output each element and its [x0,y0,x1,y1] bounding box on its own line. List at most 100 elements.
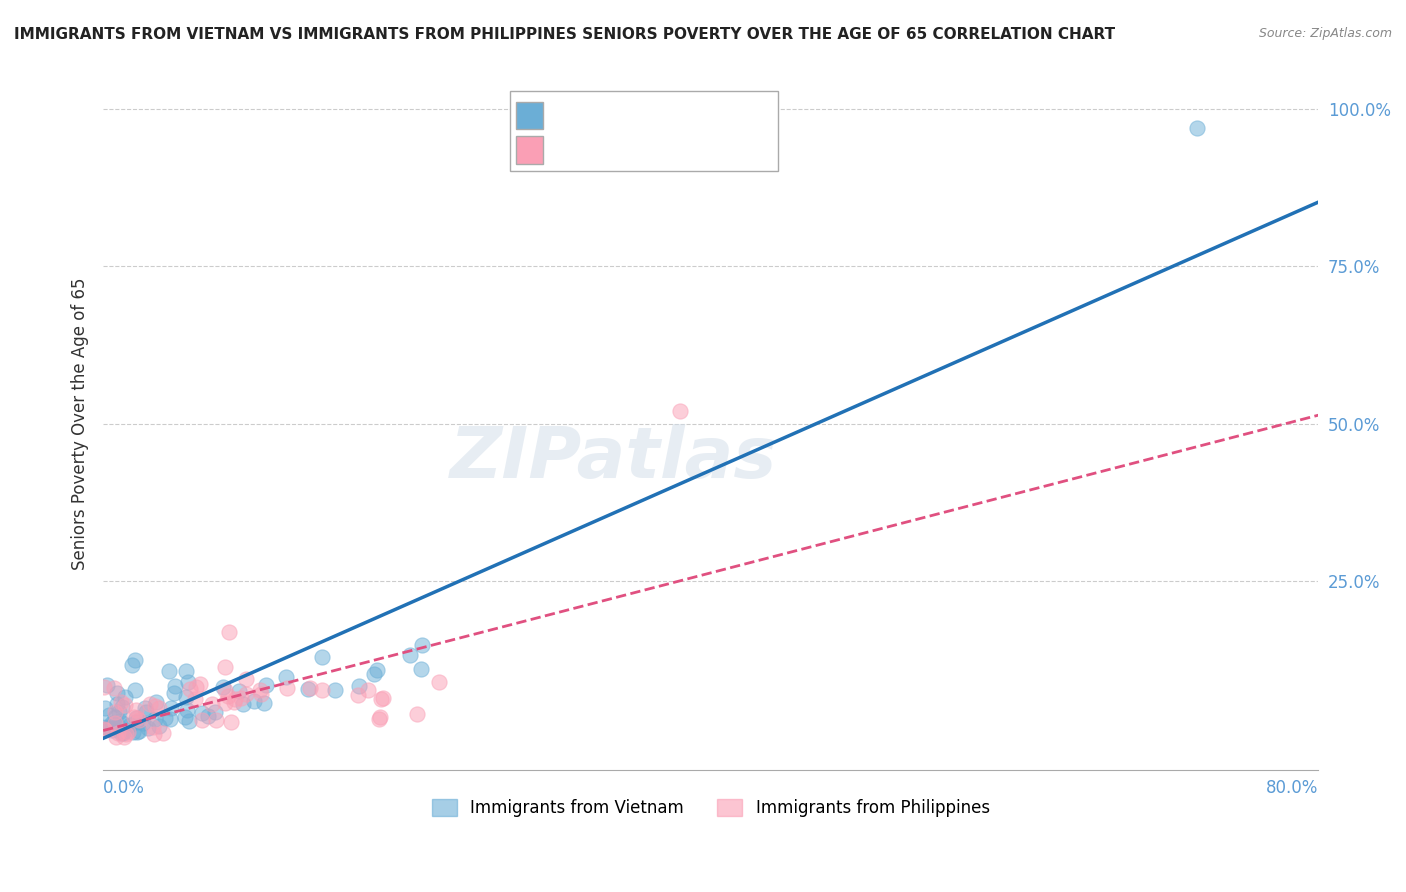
Immigrants from Vietnam [253,696,276,710]
Immigrants from Vietnam [132,715,155,730]
Immigrants from Philippines [142,727,165,741]
Text: R = 0.315   N = 55: R = 0.315 N = 55 [555,141,713,159]
Immigrants from Philippines [229,691,252,706]
Immigrants from Philippines [179,682,201,697]
Immigrants from Philippines [148,701,170,715]
Immigrants from Vietnam [176,702,198,716]
Immigrants from Philippines [143,699,166,714]
Immigrants from Vietnam [228,683,250,698]
Immigrants from Vietnam [254,678,277,692]
Text: ZIPatlas: ZIPatlas [450,424,778,493]
Immigrants from Vietnam [197,709,219,723]
Immigrants from Vietnam [136,722,159,736]
Immigrants from Philippines [104,715,127,730]
Immigrants from Philippines [128,713,150,727]
Immigrants from Vietnam [124,683,146,698]
Text: IMMIGRANTS FROM VIETNAM VS IMMIGRANTS FROM PHILIPPINES SENIORS POVERTY OVER THE : IMMIGRANTS FROM VIETNAM VS IMMIGRANTS FR… [14,27,1115,42]
Immigrants from Vietnam [191,706,214,720]
Immigrants from Vietnam [112,725,135,739]
Immigrants from Vietnam [174,664,197,678]
FancyBboxPatch shape [516,136,543,164]
Immigrants from Philippines [125,703,148,717]
Immigrants from Vietnam [98,708,121,723]
Y-axis label: Seniors Poverty Over the Age of 65: Seniors Poverty Over the Age of 65 [72,277,89,570]
Immigrants from Philippines [311,683,333,698]
Immigrants from Philippines [205,713,228,727]
Immigrants from Vietnam [122,725,145,739]
Legend: Immigrants from Vietnam, Immigrants from Philippines: Immigrants from Vietnam, Immigrants from… [425,792,997,824]
Immigrants from Vietnam [1185,120,1208,135]
Immigrants from Philippines [373,690,395,705]
Immigrants from Vietnam [325,683,347,698]
Immigrants from Philippines [224,691,246,706]
Immigrants from Vietnam [347,679,370,693]
Immigrants from Philippines [190,713,212,727]
Immigrants from Philippines [669,404,692,418]
Immigrants from Philippines [93,680,115,694]
Immigrants from Vietnam [96,678,118,692]
Immigrants from Philippines [114,698,136,712]
Immigrants from Vietnam [160,701,183,715]
Immigrants from Philippines [107,725,129,739]
Immigrants from Philippines [103,681,125,696]
Immigrants from Vietnam [366,663,388,677]
Immigrants from Philippines [115,726,138,740]
Immigrants from Philippines [276,681,298,696]
Immigrants from Philippines [298,681,321,695]
Immigrants from Philippines [201,697,224,711]
FancyBboxPatch shape [516,102,543,129]
Immigrants from Philippines [110,695,132,709]
Immigrants from Vietnam [124,653,146,667]
Immigrants from Philippines [214,683,236,698]
Immigrants from Vietnam [232,697,254,711]
Immigrants from Vietnam [110,726,132,740]
Immigrants from Philippines [221,714,243,729]
Immigrants from Philippines [235,672,257,686]
Immigrants from Philippines [249,683,271,698]
Immigrants from Vietnam [111,716,134,731]
Immigrants from Vietnam [174,710,197,724]
Immigrants from Vietnam [114,690,136,704]
Immigrants from Philippines [427,675,450,690]
Immigrants from Vietnam [399,648,422,663]
Immigrants from Vietnam [145,695,167,709]
Immigrants from Philippines [406,706,429,721]
Immigrants from Philippines [93,723,115,737]
Immigrants from Philippines [235,687,257,701]
FancyBboxPatch shape [510,91,778,171]
Immigrants from Philippines [214,696,236,710]
Immigrants from Vietnam [135,705,157,719]
Immigrants from Vietnam [105,698,128,712]
Text: 0.0%: 0.0% [103,780,145,797]
Immigrants from Vietnam [411,662,433,676]
Immigrants from Philippines [357,682,380,697]
Immigrants from Vietnam [148,719,170,733]
Immigrants from Vietnam [163,686,186,700]
Immigrants from Vietnam [242,694,264,708]
Immigrants from Vietnam [127,725,149,739]
Immigrants from Philippines [125,711,148,725]
Immigrants from Vietnam [297,681,319,696]
Immigrants from Philippines [139,698,162,712]
Immigrants from Philippines [188,677,211,691]
Immigrants from Vietnam [100,723,122,737]
Immigrants from Vietnam [176,690,198,705]
Immigrants from Vietnam [159,713,181,727]
Immigrants from Vietnam [125,711,148,725]
Immigrants from Philippines [94,723,117,737]
Immigrants from Philippines [370,691,392,706]
Immigrants from Philippines [218,625,240,640]
Immigrants from Vietnam [94,700,117,714]
Immigrants from Vietnam [125,715,148,730]
Immigrants from Vietnam [363,666,385,681]
Immigrants from Vietnam [111,725,134,739]
Immigrants from Vietnam [411,638,433,652]
Text: R = 0.681   N = 68: R = 0.681 N = 68 [555,106,713,125]
Immigrants from Vietnam [107,720,129,734]
Immigrants from Vietnam [120,718,142,732]
Immigrants from Vietnam [105,686,128,700]
Immigrants from Vietnam [143,712,166,726]
Immigrants from Philippines [368,710,391,724]
Immigrants from Philippines [224,695,246,709]
Immigrants from Vietnam [276,670,298,684]
